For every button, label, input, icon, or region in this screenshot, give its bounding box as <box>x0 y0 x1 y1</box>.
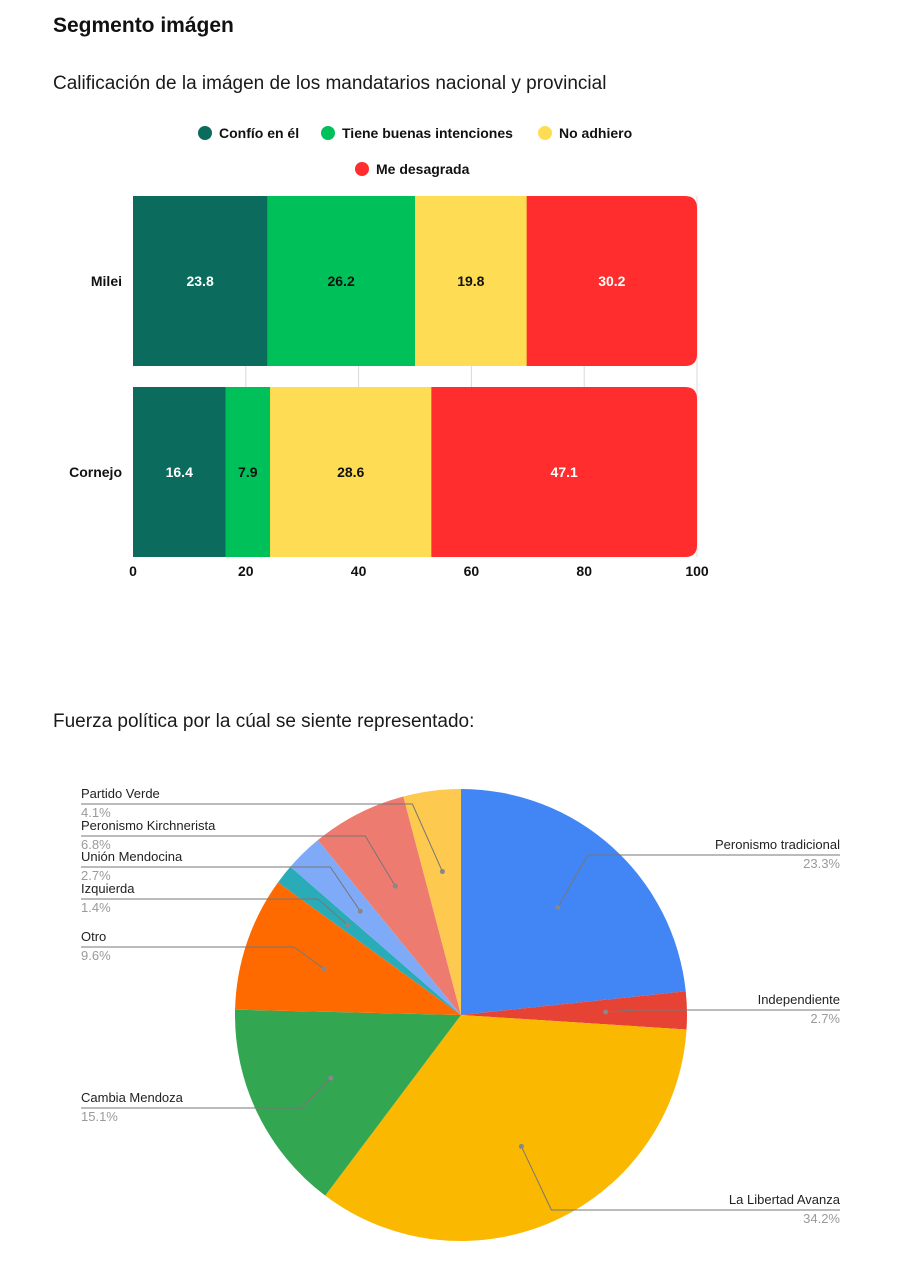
slice-name: Izquierda <box>81 881 135 896</box>
pie-slice-cambia-mendoza <box>235 1009 461 1196</box>
data-label: 28.6 <box>337 464 364 480</box>
slice-percent: 2.7% <box>810 1011 840 1026</box>
data-label: 47.1 <box>551 464 578 480</box>
pie-label-partido-verde: Partido Verde 4.1% <box>81 786 445 875</box>
bar-chart-title: Calificación de la imágen de los mandata… <box>53 73 607 94</box>
category-label-milei: Milei <box>91 273 122 289</box>
leader-dot <box>439 869 445 875</box>
legend-label: Confío en él <box>219 125 299 141</box>
pie-label-peronismo-tradicional: Peronismo tradicional 23.3% <box>555 837 840 910</box>
data-label: 16.4 <box>166 464 193 480</box>
slice-percent: 15.1% <box>81 1109 118 1124</box>
pie-slice-otro <box>235 882 461 1015</box>
leader-dot <box>321 966 327 972</box>
legend-label: Tiene buenas intenciones <box>342 125 513 141</box>
slice-percent: 9.6% <box>81 948 111 963</box>
leader-dot <box>345 922 351 928</box>
section-title: Segmento imágen <box>53 14 234 37</box>
slice-name: Partido Verde <box>81 786 160 801</box>
x-tick-label: 20 <box>238 563 254 579</box>
slice-percent: 34.2% <box>803 1211 840 1226</box>
slice-name: La Libertad Avanza <box>729 1192 841 1207</box>
bar-segment-milei-confio-en-el <box>133 196 268 366</box>
leader-dot <box>392 883 398 889</box>
leader-dot <box>357 908 363 914</box>
pie-slice-la-libertad-avanza <box>325 1015 687 1241</box>
slice-name: Otro <box>81 929 106 944</box>
legend-item-tiene-buenas-intenciones: Tiene buenas intenciones <box>321 125 513 141</box>
leader-dot <box>555 904 561 910</box>
bar-row-cornejo <box>133 387 697 557</box>
legend-item-no-adhiero: No adhiero <box>538 125 632 141</box>
x-tick-label: 40 <box>351 563 367 579</box>
leader-line <box>605 1009 840 1013</box>
slice-percent: 6.8% <box>81 837 111 852</box>
legend-swatch <box>321 126 335 140</box>
legend-item-me-desagrada: Me desagrada <box>355 161 470 177</box>
bar-segment-milei-tiene-buenas-intenciones <box>267 196 416 366</box>
data-label: 23.8 <box>186 273 213 289</box>
leader-line <box>520 1146 840 1211</box>
pie-slice-partido-verde <box>403 789 461 1015</box>
pie-slice-peronismo-kirchnerista <box>317 796 461 1015</box>
x-tick-label: 0 <box>129 563 137 579</box>
leader-line <box>81 866 361 912</box>
legend-swatch <box>198 126 212 140</box>
data-label: 30.2 <box>598 273 625 289</box>
leader-line <box>81 1077 332 1109</box>
slice-percent: 23.3% <box>803 856 840 871</box>
x-tick-label: 100 <box>685 563 709 579</box>
leader-line <box>557 854 840 908</box>
slice-percent: 1.4% <box>81 900 111 915</box>
pie-label-independiente: Independiente 2.7% <box>603 992 840 1026</box>
pie-label-otro: Otro 9.6% <box>81 929 327 972</box>
legend-item-confio-en-el: Confío en él <box>198 125 299 141</box>
x-tick-label: 60 <box>464 563 480 579</box>
leader-line <box>81 898 349 926</box>
leader-dot <box>518 1143 524 1149</box>
legend-swatch <box>355 162 369 176</box>
slice-name: Peronismo tradicional <box>715 837 840 852</box>
slice-name: Cambia Mendoza <box>81 1090 184 1105</box>
pie-label-cambia-mendoza: Cambia Mendoza 15.1% <box>81 1075 334 1124</box>
pie-slice-peronismo-tradicional <box>461 789 686 1015</box>
leader-line <box>81 946 325 970</box>
bar-row-milei <box>133 196 697 366</box>
data-label: 7.9 <box>238 464 258 480</box>
bar-segment-cornejo-tiene-buenas-intenciones <box>225 387 271 557</box>
pie-label-la-libertad-avanza: La Libertad Avanza 34.2% <box>518 1143 841 1226</box>
pie-slice-union-mendocina <box>290 840 461 1015</box>
data-label: 19.8 <box>457 273 484 289</box>
bar-segment-cornejo-no-adhiero <box>270 387 432 557</box>
pie-label-peronismo-kirchnerista: Peronismo Kirchnerista 6.8% <box>81 818 398 889</box>
bar-segment-cornejo-me-desagrada <box>431 387 697 557</box>
legend-swatch <box>538 126 552 140</box>
leader-dot <box>328 1075 334 1081</box>
leader-line <box>81 803 443 872</box>
legend-label: Me desagrada <box>376 161 470 177</box>
bar-chart: Confío en él Tiene buenas intenciones No a… <box>69 125 709 579</box>
slice-percent: 4.1% <box>81 805 111 820</box>
bar-segment-cornejo-confio-en-el <box>133 387 226 557</box>
slice-percent: 2.7% <box>81 868 111 883</box>
leader-line <box>81 835 396 887</box>
legend-label: No adhiero <box>559 125 632 141</box>
leader-dot <box>603 1009 609 1015</box>
bar-segment-milei-me-desagrada <box>526 196 697 366</box>
x-tick-label: 80 <box>576 563 592 579</box>
pie-label-izquierda: Izquierda 1.4% <box>81 881 351 928</box>
pie-label-union-mendocina: Unión Mendocina 2.7% <box>81 849 363 914</box>
slice-name: Peronismo Kirchnerista <box>81 818 216 833</box>
data-label: 26.2 <box>327 273 354 289</box>
bar-segment-milei-no-adhiero <box>415 196 528 366</box>
pie-slice-independiente <box>461 991 687 1030</box>
pie-chart-title: Fuerza política por la cúal se siente re… <box>53 711 475 732</box>
slice-name: Unión Mendocina <box>81 849 183 864</box>
category-label-cornejo: Cornejo <box>69 464 122 480</box>
slice-name: Independiente <box>758 992 840 1007</box>
